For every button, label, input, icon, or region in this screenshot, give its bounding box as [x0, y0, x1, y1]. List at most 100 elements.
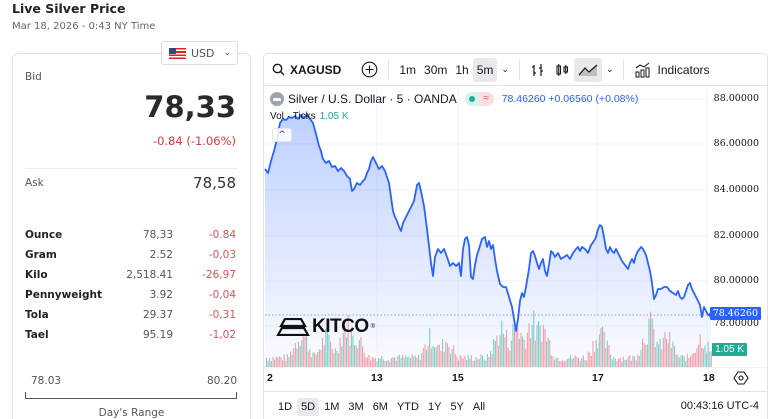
day-range-label: Day's Range: [98, 407, 165, 419]
unit-row-tola: Tola 29.37 -0,31: [25, 305, 236, 325]
delayed-data-icon: ≈: [478, 92, 494, 106]
x-tick: 17: [592, 372, 604, 384]
symbol-search-button[interactable]: XAGUSD: [264, 58, 345, 82]
indicators-button[interactable]: Indicators: [630, 58, 713, 82]
area-style-button[interactable]: [573, 57, 602, 82]
indicators-icon: [635, 62, 650, 77]
collapse-legend-button[interactable]: ^: [272, 128, 292, 142]
kitco-watermark: KITCO ®: [276, 316, 375, 338]
chart-widget: XAGUSD 1m 30m 1h 5m ⌄ ⌄ Indicators: [263, 53, 768, 419]
range-6m[interactable]: 6M: [372, 400, 388, 413]
volume-legend: Vol · Ticks 1.05 K: [270, 111, 349, 122]
range-3m[interactable]: 3M: [348, 400, 364, 413]
y-tick: 78.00000: [713, 318, 759, 329]
toolbar-separator: [623, 59, 625, 80]
settings-icon[interactable]: [733, 370, 749, 386]
range-5d[interactable]: 5D: [297, 397, 320, 416]
toolbar-separator: [388, 59, 390, 80]
symbol-logo-icon: [270, 92, 284, 106]
unit-change: -0,03: [208, 249, 236, 261]
day-range-low: 78.03: [31, 375, 62, 387]
ask-label: Ask: [25, 177, 44, 189]
chart-toolbar: XAGUSD 1m 30m 1h 5m ⌄ ⌄ Indicators: [264, 54, 767, 86]
unit-name: Ounce: [25, 229, 63, 241]
x-tick: 13: [371, 372, 383, 384]
price-chart[interactable]: [264, 54, 768, 369]
symbol-name: XAGUSD: [290, 62, 342, 77]
interval-dropdown[interactable]: ⌄: [497, 58, 513, 82]
range-5y[interactable]: 5Y: [450, 400, 464, 413]
range-1m[interactable]: 1M: [324, 400, 340, 413]
bid-change: -0.84 (-1.06%): [152, 134, 236, 148]
chevron-down-icon: ⌄: [605, 64, 614, 74]
interval-5m[interactable]: 5m: [472, 57, 498, 82]
kitco-bars-icon: [276, 318, 310, 336]
y-tick: 86.00000: [713, 138, 759, 149]
bid-label: Bid: [25, 71, 42, 83]
unit-price: 2,518.41: [126, 269, 173, 281]
interval-30m[interactable]: 30m: [424, 62, 448, 77]
chart-legend: Silver / U.S. Dollar · 5 · OANDA ≈ 78.46…: [270, 92, 638, 106]
area-chart-icon: [578, 64, 598, 76]
unit-name: Tola: [25, 309, 49, 321]
x-tick: 18: [703, 372, 715, 384]
unit-name: Kilo: [25, 269, 48, 281]
unit-name: Tael: [25, 329, 49, 341]
unit-row-gram: Gram 2.52 -0,03: [25, 245, 236, 265]
time-axis[interactable]: 2 13 15 17 18: [264, 367, 767, 387]
y-tick: 80.00000: [713, 275, 759, 286]
chart-clock[interactable]: 00:43:16 UTC-4: [680, 400, 759, 412]
unit-name: Pennyweight: [25, 289, 103, 301]
price-line: [264, 113, 711, 332]
x-tick: 2: [267, 372, 273, 384]
range-all[interactable]: All: [472, 400, 486, 413]
range-1y[interactable]: 1Y: [427, 400, 442, 413]
candles-style-button[interactable]: [550, 58, 574, 82]
unit-row-pennyweight: Pennyweight 3.92 -0,04: [25, 285, 236, 305]
range-1d[interactable]: 1D: [278, 400, 293, 413]
price-card: Bid 78,33 -0.84 (-1.06%) Ask 78,58 Ounce…: [12, 53, 251, 419]
legend-price: 78.46260 +0.06560 (+0.08%): [501, 93, 639, 105]
plus-circle-icon: [361, 61, 378, 78]
page-subtitle: Mar 18, 2026 - 0:43 NY Time: [12, 21, 156, 32]
us-flag-icon: [169, 47, 186, 59]
range-ytd[interactable]: YTD: [396, 400, 419, 413]
y-tick: 82.00000: [713, 230, 759, 241]
day-range-high: 80.20: [206, 375, 237, 387]
bars-icon: [531, 63, 543, 76]
market-open-icon: [464, 92, 479, 106]
price-axis[interactable]: 88.00000 86.00000 84.00000 82.00000 80.0…: [705, 54, 767, 374]
market-status-pill[interactable]: ≈: [464, 92, 494, 106]
unit-price: 78,33: [142, 229, 173, 241]
unit-name: Gram: [25, 249, 57, 261]
x-tick: 15: [452, 372, 464, 384]
chart-style-dropdown[interactable]: ⌄: [602, 58, 618, 82]
search-icon: [272, 63, 285, 76]
compare-symbol-button[interactable]: [357, 58, 382, 82]
last-price-tag: 78.46260: [709, 307, 761, 320]
price-area-fill: [265, 114, 711, 367]
unit-row-kilo: Kilo 2,518.41 -26,97: [25, 265, 236, 285]
y-tick: 88.00000: [713, 93, 759, 104]
range-bar: 1D 5D 1M 3M 6M YTD 1Y 5Y All 00:43:16 UT…: [264, 391, 767, 419]
divider: [25, 168, 238, 169]
volume-tag: 1.05 K: [712, 343, 747, 356]
interval-1m[interactable]: 1m: [399, 62, 417, 77]
unit-price: 2.52: [149, 249, 173, 261]
unit-change: -0.84: [208, 229, 236, 241]
page-title: Live Silver Price: [12, 1, 126, 16]
interval-1h[interactable]: 1h: [455, 62, 469, 77]
currency-select[interactable]: USD ⌄: [161, 41, 238, 65]
unit-change: -1,02: [208, 329, 236, 341]
unit-change: -0,31: [208, 309, 236, 321]
unit-price: 29.37: [142, 309, 173, 321]
bid-value: 78,33: [144, 90, 236, 124]
chevron-down-icon: ⌄: [501, 64, 509, 74]
ask-value: 78,58: [193, 174, 236, 192]
indicators-label: Indicators: [657, 62, 710, 77]
unit-change: -26,97: [202, 269, 236, 281]
y-tick: 84.00000: [713, 184, 759, 195]
currency-value: USD: [191, 46, 215, 60]
unit-price: 3.92: [149, 289, 173, 301]
bars-style-button[interactable]: [526, 58, 550, 82]
